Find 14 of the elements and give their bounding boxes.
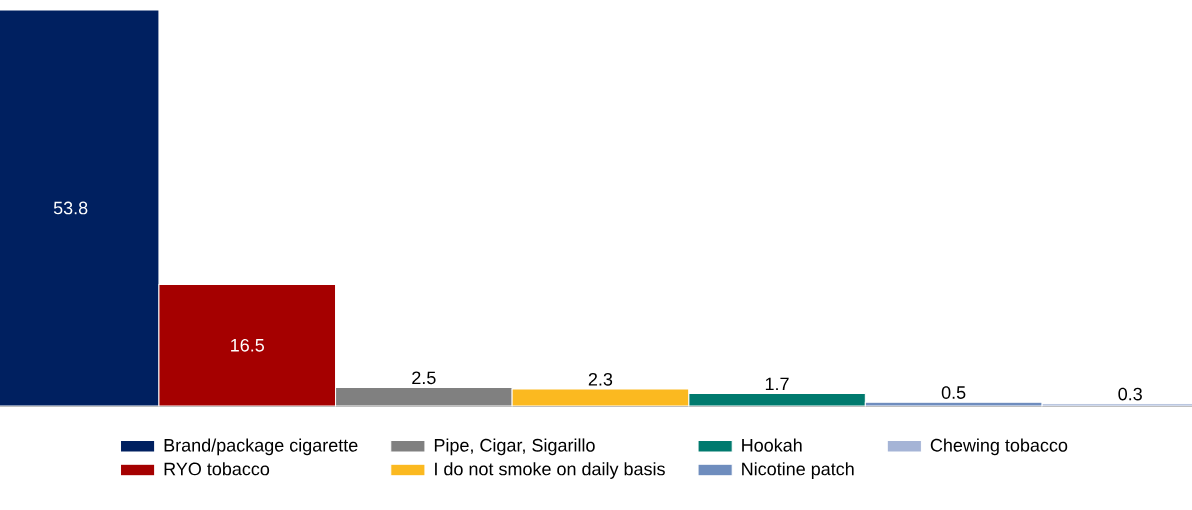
data-label: 53.8 <box>53 201 88 215</box>
data-label: 2.3 <box>588 372 613 386</box>
data-label: 0.3 <box>1118 387 1142 401</box>
legend-label: Nicotine patch <box>742 462 854 479</box>
data-label: 16.5 <box>231 338 264 352</box>
legend-label: I do not smoke on daily basis <box>435 462 665 479</box>
data-label: 2.5 <box>412 371 436 385</box>
data-label: 1.7 <box>765 377 789 391</box>
legend-label: Pipe, Cigar, Sigarillo <box>434 438 595 456</box>
legend-label: Hookah <box>742 438 802 452</box>
legend-label: Brand/package cigarette <box>164 438 358 456</box>
legend-label: Chewing tobacco <box>930 438 1068 456</box>
data-label: 0.5 <box>941 386 966 399</box>
legend-label: RYO tobacco <box>164 462 270 476</box>
